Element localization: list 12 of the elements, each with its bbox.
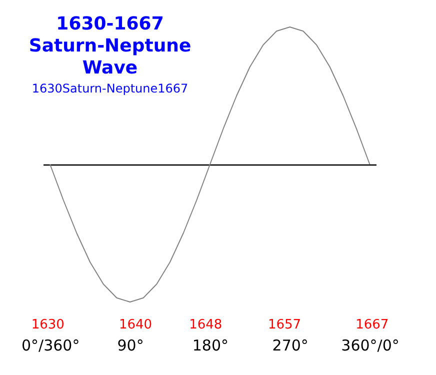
x2-tick-label: 1648 (189, 318, 222, 332)
x2-tick-label: 1630 (31, 318, 64, 332)
x-tick-label: 0°/360° (21, 336, 80, 354)
x2-tick-label: 1657 (268, 318, 302, 332)
x2-tick-label: 1667 (356, 318, 389, 332)
x-tick-label: 360°/0° (341, 336, 400, 354)
x-tick-label: 180° (192, 336, 229, 354)
x-tick-label: 270° (272, 336, 308, 354)
text: 1630Saturn-Neptune1667 (32, 82, 188, 96)
x2-tick-label: 1640 (118, 318, 152, 332)
text: 1630-1667 Saturn-Neptune Wave (28, 14, 192, 78)
x-tick-label: 90° (117, 336, 144, 354)
